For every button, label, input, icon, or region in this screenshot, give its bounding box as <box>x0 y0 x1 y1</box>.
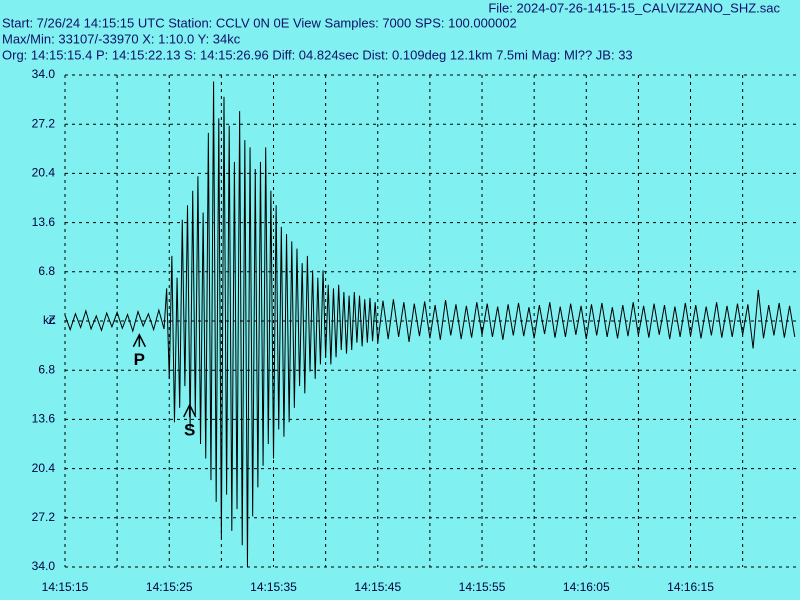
channel-label: Z <box>48 313 55 327</box>
x-tick-label: 14:16:05 <box>563 580 610 594</box>
y-tick-label: 6.8 <box>38 264 55 278</box>
x-tick-label: 14:15:15 <box>42 580 89 594</box>
x-tick-label: 14:15:55 <box>459 580 506 594</box>
pick-arrow <box>132 333 147 348</box>
maxmin-info: Max/Min: 33107/-33970 X: 1:10.0 Y: 34kc <box>2 31 241 46</box>
y-tick-label: 27.2 <box>32 510 56 524</box>
y-tick-label: 27.2 <box>32 116 56 130</box>
y-tick-label: 6.8 <box>38 362 55 376</box>
x-tick-label: 14:15:45 <box>354 580 401 594</box>
x-tick-label: 14:15:25 <box>146 580 193 594</box>
pick-label: P <box>134 350 145 369</box>
waveform <box>64 81 796 568</box>
y-tick-label: 20.4 <box>32 166 56 180</box>
file-name: File: 2024-07-26-1415-15_CALVIZZANO_SHZ.… <box>488 0 780 15</box>
start-info: Start: 7/26/24 14:15:15 UTC Station: CCL… <box>2 15 517 30</box>
x-tick-label: 14:15:35 <box>250 580 297 594</box>
origin-info: Org: 14:15:15.4 P: 14:15:22.13 S: 14:15:… <box>2 47 633 62</box>
x-tick-label: 14:16:15 <box>667 580 714 594</box>
y-tick-label: 20.4 <box>32 461 56 475</box>
y-tick-label: 13.6 <box>32 215 56 229</box>
y-tick-label: 13.6 <box>32 412 56 426</box>
y-tick-label: kc <box>43 313 55 327</box>
y-tick-label: 34.0 <box>32 67 56 81</box>
pick-arrow <box>183 403 197 418</box>
y-tick-label: 34.0 <box>32 559 56 573</box>
pick-label: S <box>184 420 195 439</box>
